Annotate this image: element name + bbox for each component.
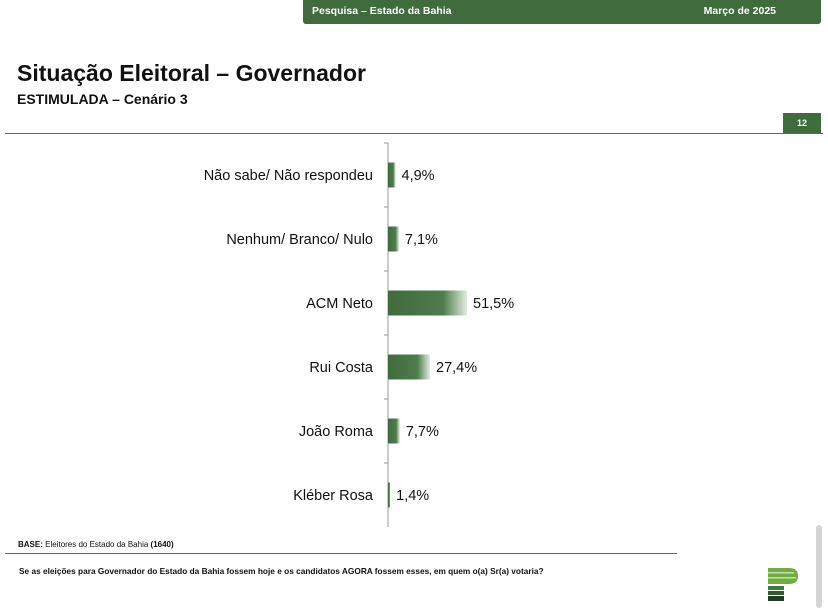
- category-label: Kléber Rosa: [293, 488, 374, 504]
- survey-label: Pesquisa – Estado da Bahia: [312, 5, 452, 17]
- data-label: 1,4%: [396, 488, 429, 504]
- category-label: João Roma: [299, 424, 374, 440]
- base-label: BASE:: [18, 540, 43, 549]
- page-subtitle: ESTIMULADA – Cenário 3: [17, 91, 188, 107]
- bar: [388, 482, 391, 508]
- date-label: Março de 2025: [703, 5, 776, 17]
- institute-logo-icon: [768, 568, 798, 601]
- bar-chart: Não sabe/ Não respondeu 4,9% Nenhum/ Branc…: [204, 142, 514, 527]
- data-label: 27,4%: [436, 360, 477, 376]
- bar: [388, 290, 467, 316]
- bar: [388, 418, 400, 444]
- category-label: Rui Costa: [309, 360, 374, 376]
- footer-divider: [5, 553, 677, 554]
- data-label: 7,7%: [406, 424, 439, 440]
- category-label: ACM Neto: [306, 296, 373, 312]
- category-label: Não sabe/ Não respondeu: [204, 168, 373, 184]
- base-note: BASE: Eleitores do Estado da Bahia (1640…: [18, 540, 174, 549]
- data-label: 7,1%: [405, 232, 438, 248]
- header-divider: [5, 133, 823, 134]
- base-text: Eleitores do Estado da Bahia: [45, 540, 149, 549]
- page-number: 12: [783, 113, 821, 133]
- bar: [388, 354, 431, 380]
- data-label: 4,9%: [402, 168, 435, 184]
- category-label: Nenhum/ Branco/ Nulo: [226, 232, 373, 248]
- bar: [388, 226, 399, 252]
- bar: [388, 162, 396, 188]
- base-count: (1640): [150, 540, 174, 549]
- page-title: Situação Eleitoral – Governador: [17, 60, 366, 86]
- data-label: 51,5%: [473, 296, 514, 312]
- scrollbar[interactable]: [816, 525, 822, 608]
- question-text: Se as eleições para Governador do Estado…: [19, 566, 544, 576]
- header-bar: Pesquisa – Estado da Bahia Março de 2025: [303, 0, 821, 24]
